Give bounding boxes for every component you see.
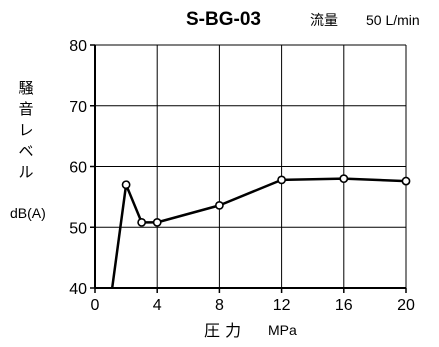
x-tick-label: 20 [397,297,415,314]
y-tick-label: 80 [69,38,87,55]
y-axis-unit: dB(A) [10,205,46,221]
chart-title: S-BG-03 [186,9,261,30]
y-axis-label: 騒 音 レ ベ ル dB(A) [10,79,46,221]
y-tick-label: 40 [69,281,87,298]
y-axis-label-char: ベ [18,142,33,160]
data-point [214,200,224,210]
x-axis-label: 圧 力 [204,321,241,340]
y-axis-label-char: 音 [18,100,33,118]
y-axis-label-char: ル [18,163,33,181]
y-tick-label: 70 [69,99,87,116]
x-tick-label: 4 [153,297,162,314]
x-tick-label: 12 [273,297,291,314]
x-tick-label: 16 [335,297,353,314]
flow-value: 50 L/min [366,12,420,28]
y-axis-label-char: 騒 [18,79,33,97]
y-axis-label-char: レ [18,121,33,139]
data-point [137,217,147,227]
series-line [110,177,406,288]
plot-area: 0 4 8 12 16 20 40 50 60 70 80 [69,38,415,314]
x-axis-unit: MPa [268,322,297,338]
x-tick-label: 8 [215,297,224,314]
data-point [339,174,349,184]
data-point [401,176,411,186]
data-point [152,217,162,227]
y-tick-label: 60 [69,160,87,177]
data-point [121,180,131,190]
y-tick-label: 50 [69,220,87,237]
data-point [277,175,286,185]
x-tick-label: 0 [91,297,100,314]
flow-label: 流量 [310,13,338,29]
